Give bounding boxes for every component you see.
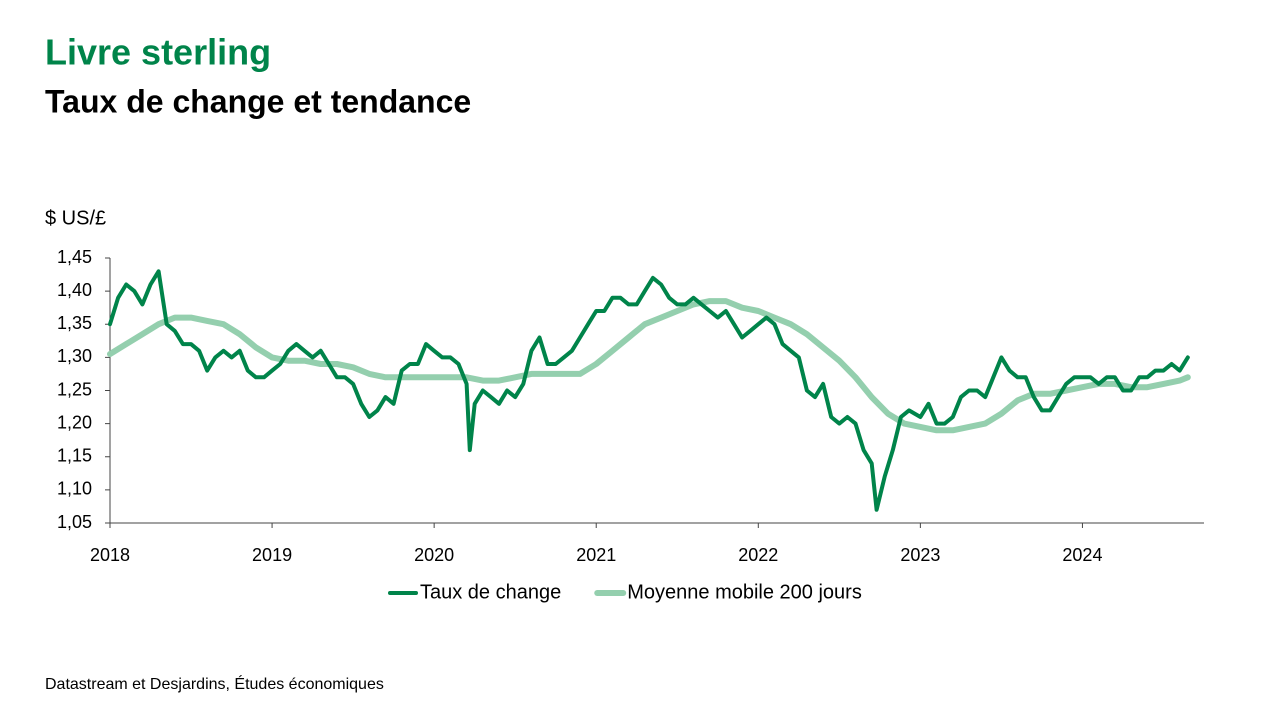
x-tick-label: 2023 — [900, 545, 940, 565]
y-tick-label: 1,30 — [57, 346, 92, 366]
y-tick-label: 1,45 — [57, 247, 92, 267]
x-tick-label: 2020 — [414, 545, 454, 565]
y-tick-label: 1,05 — [57, 512, 92, 532]
y-tick-label: 1,35 — [57, 313, 92, 333]
x-tick-label: 2024 — [1062, 545, 1102, 565]
legend-label: Taux de change — [420, 581, 561, 603]
legend-label: Moyenne mobile 200 jours — [627, 581, 862, 603]
source: Datastream et Desjardins, Études économi… — [45, 674, 384, 693]
y-tick-label: 1,40 — [57, 280, 92, 300]
x-tick-label: 2018 — [90, 545, 130, 565]
y-tick-label: 1,10 — [57, 479, 92, 499]
x-tick-label: 2021 — [576, 545, 616, 565]
series-line — [108, 269, 1190, 512]
x-tick-label: 2019 — [252, 545, 292, 565]
x-tick-label: 2022 — [738, 545, 778, 565]
series-line — [107, 298, 1191, 434]
y-tick-label: 1,25 — [57, 379, 92, 399]
y-tick-label: 1,20 — [57, 412, 92, 432]
title: Livre sterling — [45, 32, 271, 73]
subtitle: Taux de change et tendance — [45, 83, 471, 119]
y-axis-label: $ US/£ — [45, 207, 106, 229]
y-tick-label: 1,15 — [57, 446, 92, 466]
